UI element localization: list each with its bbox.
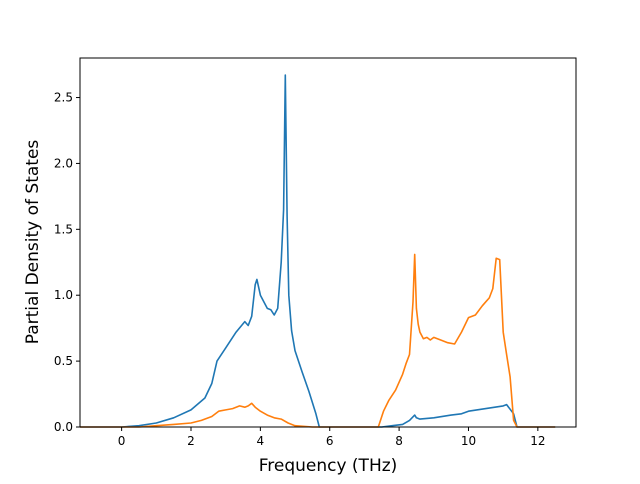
y-tick-label: 0.5 [54,354,73,368]
plot-frame [79,57,577,428]
x-tick-label: 2 [187,434,195,448]
y-axis-label: Partial Density of States [23,140,43,345]
y-tick-label: 0.0 [54,420,73,434]
x-tick-label: 6 [326,434,334,448]
y-axis-ticks: 0.0 0.5 1.0 1.5 2.0 2.5 [54,91,80,434]
x-tick-label: 4 [257,434,265,448]
y-tick-label: 1.0 [54,288,73,302]
x-axis-label: Frequency (THz) [259,456,398,476]
x-tick-label: 12 [530,434,545,448]
series-line-2 [80,253,556,428]
x-tick-label: 10 [461,434,476,448]
x-tick-label: 8 [395,434,403,448]
x-tick-label: 0 [118,434,126,448]
y-tick-label: 1.5 [54,222,73,236]
x-axis-ticks: 0 2 4 6 8 10 12 [118,427,545,448]
series-line-1 [80,74,556,428]
series-layer [80,74,556,428]
y-tick-label: 2.5 [54,91,73,105]
y-tick-label: 2.0 [54,156,73,170]
